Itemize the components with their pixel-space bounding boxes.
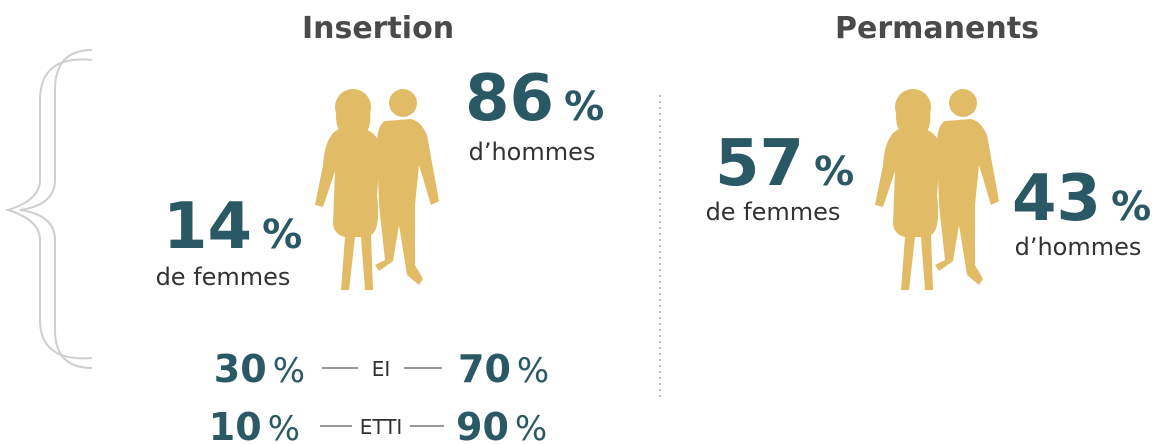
row-label: EI	[372, 357, 391, 381]
text-part: %	[262, 212, 302, 258]
text-part: 70	[458, 347, 511, 391]
row-right: 70%	[458, 347, 549, 391]
figure	[315, 89, 439, 290]
stat: 57%	[715, 127, 854, 201]
row-left: 10%	[209, 405, 300, 444]
text-part: 30	[214, 347, 267, 391]
row-left: 30%	[214, 347, 305, 391]
figure	[875, 89, 999, 290]
stat: 14%	[163, 190, 302, 264]
panel-title: Insertion	[302, 11, 454, 46]
brace	[4, 58, 93, 360]
stat-label: d’hommes	[1015, 233, 1142, 261]
text-part: 10	[209, 405, 262, 444]
row-label: ETTI	[360, 415, 403, 439]
stat: 86%	[465, 62, 604, 136]
text-part: 86	[465, 62, 554, 136]
text-part: 43	[1012, 162, 1101, 236]
row-right: 90%	[456, 405, 547, 444]
panel-title: Permanents	[835, 11, 1039, 46]
text-part: %	[268, 409, 300, 444]
text-part: 14	[163, 190, 252, 264]
text-part: %	[1111, 184, 1151, 230]
text-part: %	[273, 351, 305, 391]
brace	[19, 49, 93, 369]
text-part: %	[814, 149, 854, 195]
stat-label: de femmes	[706, 198, 841, 226]
text-part: %	[515, 409, 547, 444]
text-part: 57	[715, 127, 804, 201]
stat-label: de femmes	[156, 263, 291, 291]
stat-label: d’hommes	[469, 138, 596, 166]
text-part: %	[564, 84, 604, 130]
stat: 43%	[1012, 162, 1151, 236]
text-part: 90	[456, 405, 509, 444]
text-part: %	[517, 351, 549, 391]
